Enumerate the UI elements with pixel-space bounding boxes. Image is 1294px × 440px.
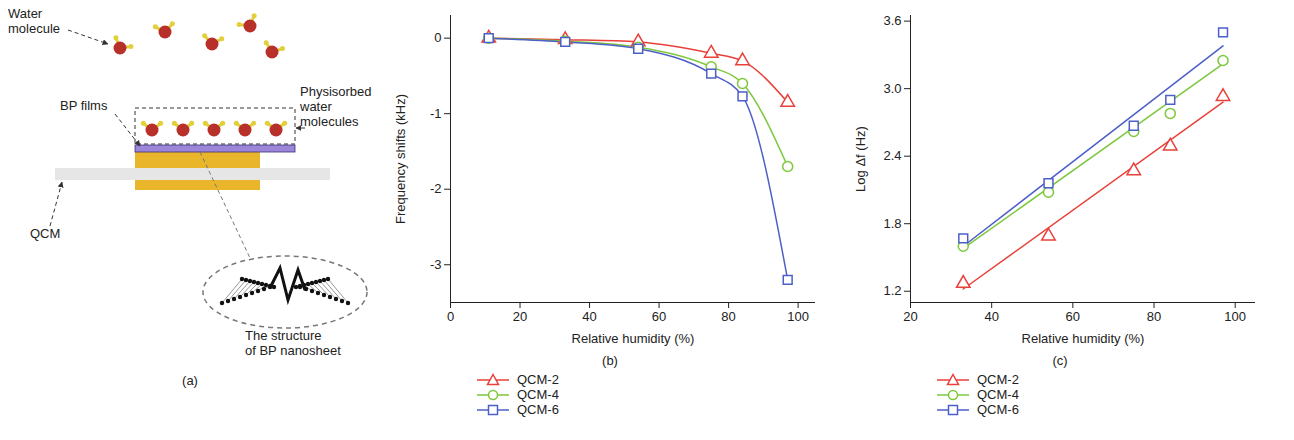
html-text:QCM-4: QCM-4 [517,387,559,402]
svg-text:0: 0 [434,30,441,45]
svg-text:-1: -1 [430,106,442,121]
html-text:(a): (a) [182,373,198,388]
html-text:QCM-6: QCM-6 [517,402,559,417]
svg-text:80: 80 [1147,309,1161,324]
svg-text:1.8: 1.8 [883,216,901,231]
svg-text:3.6: 3.6 [883,13,901,28]
svg-text:Relative humidity (%): Relative humidity (%) [1022,331,1145,346]
svg-text:40: 40 [984,309,998,324]
html-text:QCM-6: QCM-6 [977,402,1019,417]
svg-text:20: 20 [513,309,527,324]
svg-text:-2: -2 [430,181,442,196]
html-text:(c): (c) [1052,353,1068,368]
svg-text:1.2: 1.2 [883,283,901,298]
svg-text:40: 40 [582,309,596,324]
svg-text:Relative humidity (%): Relative humidity (%) [572,331,695,346]
svg-text:80: 80 [721,309,735,324]
svg-text:3.0: 3.0 [883,81,901,96]
html-text:QCM-4: QCM-4 [977,387,1019,402]
html-text:(b): (b) [602,353,618,368]
svg-text:100: 100 [1224,309,1246,324]
svg-text:Frequency shifts (kHz): Frequency shifts (kHz) [393,94,408,224]
svg-text:-3: -3 [430,257,442,272]
svg-text:100: 100 [787,309,809,324]
svg-text:BP films: BP films [60,98,108,113]
svg-text:60: 60 [652,309,666,324]
svg-text:Physisorbedwatermolecules: Physisorbedwatermolecules [299,84,372,129]
svg-text:2.4: 2.4 [883,148,901,163]
html-text:QCM-2: QCM-2 [517,372,559,387]
svg-text:60: 60 [1066,309,1080,324]
svg-text:The structureof BP nanosheet: The structureof BP nanosheet [245,328,341,358]
html-text:QCM-2: QCM-2 [977,372,1019,387]
svg-text:Watermolecule: Watermolecule [8,6,60,36]
svg-text:QCM: QCM [30,226,60,241]
svg-text:Log Δf (Hz): Log Δf (Hz) [853,126,868,192]
svg-text:0: 0 [447,309,454,324]
svg-text:20: 20 [903,309,917,324]
